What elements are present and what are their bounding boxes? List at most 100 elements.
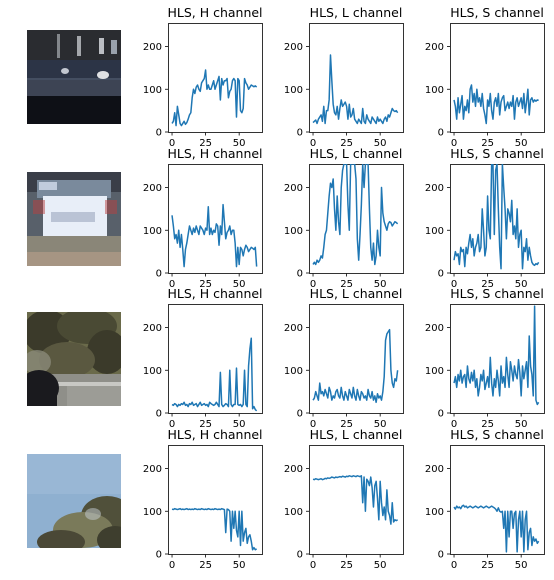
x-tick-label: 25 (481, 279, 494, 290)
y-tick-label: 100 (143, 366, 162, 377)
x-tick-label: 25 (481, 138, 494, 149)
y-tick-label: 0 (438, 128, 444, 139)
y-tick-label: 0 (156, 550, 162, 561)
thumbnail-sky-tree (27, 454, 121, 548)
y-tick-label: 100 (143, 226, 162, 237)
y-tick-label: 0 (156, 269, 162, 280)
thumbnail-image (27, 172, 121, 266)
y-tick-label: 100 (284, 366, 303, 377)
x-tick-label: 0 (169, 138, 175, 149)
series-line (312, 54, 399, 125)
y-tick-label: 100 (284, 507, 303, 518)
subplot: HLS, L channel 0 100 200 0 25 50 (284, 286, 404, 430)
series-line (312, 164, 399, 266)
y-tick-label: 0 (156, 128, 162, 139)
x-tick-label: 0 (451, 419, 457, 430)
axes-frame (450, 445, 545, 555)
thumb-glare (97, 71, 109, 79)
series-line (453, 84, 539, 125)
subplot-title: HLS, L channel (310, 146, 403, 161)
x-tick-label: 50 (515, 419, 528, 430)
y-tick-label: 100 (143, 85, 162, 96)
x-tick-label: 25 (199, 138, 212, 149)
y-tick-label: 200 (425, 183, 444, 194)
y-tick-label: 0 (438, 550, 444, 561)
thumb-light (77, 36, 81, 56)
thumb-taillight (105, 200, 117, 214)
x-tick-label: 25 (340, 138, 353, 149)
x-tick-label: 0 (169, 419, 175, 430)
x-tick-label: 0 (451, 560, 457, 571)
thumb-tree (97, 526, 121, 548)
subplot: HLS, H channel 0 100 200 0 25 50 (143, 286, 263, 430)
thumb-tree (37, 530, 85, 548)
y-tick-label: 200 (425, 42, 444, 53)
axes-frame (309, 445, 404, 555)
subplot-title: HLS, S channel (450, 5, 544, 20)
x-tick-label: 50 (374, 560, 387, 571)
thumbnail-image (27, 312, 121, 406)
thumb-foliage (39, 342, 95, 378)
thumb-glare (61, 68, 69, 74)
x-tick-label: 25 (340, 419, 353, 430)
y-tick-label: 200 (284, 323, 303, 334)
thumb-road (67, 386, 121, 406)
thumb-sky-upper (27, 454, 121, 494)
y-tick-label: 200 (143, 323, 162, 334)
y-tick-label: 100 (425, 85, 444, 96)
thumb-top (27, 30, 121, 62)
series-line (171, 203, 258, 268)
x-tick-label: 25 (199, 419, 212, 430)
y-tick-label: 200 (284, 464, 303, 475)
series-line (171, 507, 258, 551)
thumb-light (57, 34, 60, 58)
subplot-title: HLS, S channel (450, 427, 544, 442)
x-tick-label: 50 (515, 560, 528, 571)
y-tick-label: 100 (284, 226, 303, 237)
axes-frame (168, 445, 263, 555)
y-tick-label: 100 (284, 85, 303, 96)
x-tick-label: 50 (233, 560, 246, 571)
subplot-title: HLS, H channel (167, 146, 262, 161)
thumb-plate (51, 212, 95, 222)
y-tick-label: 100 (425, 366, 444, 377)
x-tick-label: 0 (310, 560, 316, 571)
series-line (453, 504, 540, 553)
thumb-light (99, 38, 104, 54)
subplot: HLS, L channel 0 100 200 0 25 50 (284, 427, 404, 571)
axes-frame (168, 164, 263, 274)
x-tick-label: 0 (310, 279, 316, 290)
thumb-car (27, 394, 57, 406)
series-line (312, 328, 399, 404)
subplot-title: HLS, L channel (310, 5, 403, 20)
y-tick-label: 100 (425, 226, 444, 237)
y-tick-label: 0 (297, 128, 303, 139)
thumbnail-trees-car (27, 312, 121, 406)
subplot-title: HLS, L channel (310, 427, 403, 442)
x-tick-label: 0 (169, 560, 175, 571)
thumbnail-image (27, 30, 121, 124)
subplot-title: HLS, S channel (450, 146, 544, 161)
axes-frame (309, 23, 404, 133)
axes-frame (309, 304, 404, 414)
series-line (171, 337, 258, 412)
y-tick-label: 100 (143, 507, 162, 518)
thumbnail-car-night (27, 30, 121, 124)
series-line (171, 69, 258, 127)
subplot: HLS, H channel 0 100 200 0 25 50 (143, 146, 263, 290)
x-tick-label: 50 (374, 419, 387, 430)
y-tick-label: 0 (438, 409, 444, 420)
axes-frame (168, 23, 263, 133)
x-tick-label: 0 (451, 279, 457, 290)
thumb-taillight (33, 200, 45, 214)
axes-frame (450, 23, 545, 133)
y-tick-label: 0 (156, 409, 162, 420)
subplot: HLS, S channel 0 100 200 0 25 50 (425, 146, 545, 290)
y-tick-label: 200 (284, 183, 303, 194)
y-tick-label: 200 (143, 464, 162, 475)
axes-frame (168, 304, 263, 414)
y-tick-label: 0 (297, 409, 303, 420)
y-tick-label: 0 (297, 269, 303, 280)
thumb-light (111, 40, 117, 54)
